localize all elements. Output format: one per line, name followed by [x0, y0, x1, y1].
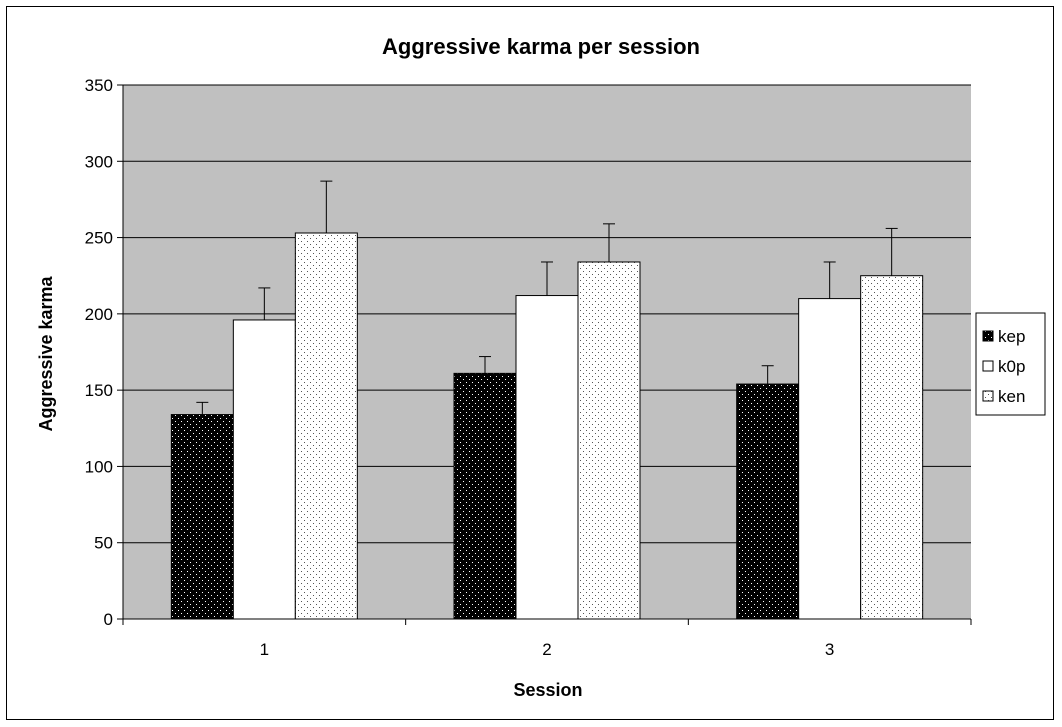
bars: [170, 180, 924, 620]
bar-kep-session-3: [736, 383, 800, 620]
bar-ken-session-3: [860, 275, 924, 620]
x-tick-label: 1: [260, 640, 269, 659]
bar-kep-session-2: [453, 372, 517, 620]
chart-title: Aggressive karma per session: [382, 34, 700, 59]
y-tick-label: 0: [104, 610, 113, 629]
bar-k0p-session-1: [232, 319, 296, 620]
x-axis-label: Session: [513, 680, 582, 700]
x-tick-label: 3: [825, 640, 834, 659]
legend-swatch-k0p: [982, 360, 994, 372]
bar-ken-session-2: [577, 261, 641, 620]
y-tick-label: 50: [94, 534, 113, 553]
legend-label-kep: kep: [998, 327, 1025, 346]
bar-k0p-session-3: [798, 298, 862, 620]
y-tick-label: 100: [85, 457, 113, 476]
legend-swatch-ken: [982, 390, 994, 402]
bar-k0p-session-2: [515, 295, 579, 620]
bar-kep-session-1: [170, 414, 234, 620]
legend-entry-k0p: k0p: [982, 357, 1025, 376]
x-tick-label: 2: [542, 640, 551, 659]
legend-label-k0p: k0p: [998, 357, 1025, 376]
y-tick-label: 250: [85, 229, 113, 248]
y-axis-label: Aggressive karma: [36, 275, 56, 431]
y-tick-label: 350: [85, 76, 113, 95]
legend-entry-kep: kep: [982, 327, 1025, 346]
legend: kep k0p ken: [975, 312, 1046, 416]
legend-swatch-kep: [982, 330, 994, 342]
y-tick-label: 150: [85, 381, 113, 400]
legend-entry-ken: ken: [982, 387, 1025, 406]
y-tick-label: 200: [85, 305, 113, 324]
axes: 0 50 100 150 200 250 300 350 1 2 3: [85, 76, 972, 659]
y-tick-label: 300: [85, 152, 113, 171]
bar-ken-session-1: [294, 232, 358, 620]
legend-label-ken: ken: [998, 387, 1025, 406]
